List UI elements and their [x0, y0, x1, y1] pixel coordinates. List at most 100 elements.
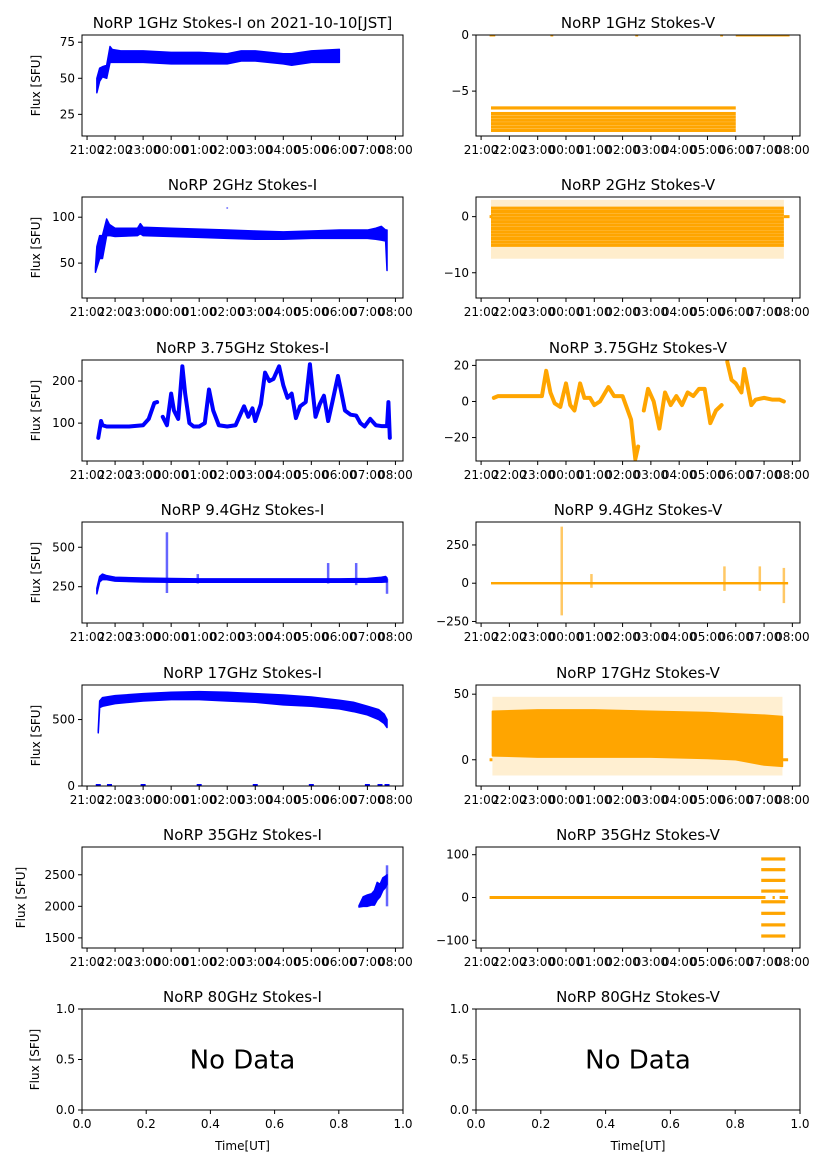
axes-frame	[475, 359, 801, 462]
x-tick-label: 00:00	[549, 143, 584, 157]
x-tick-label: 0.4	[201, 1117, 220, 1131]
x-tick-label: 04:00	[266, 630, 301, 644]
y-axis-label: Flux [SFU]	[29, 55, 43, 116]
x-tick-label: 07:00	[350, 793, 385, 807]
x-tick-label: 08:00	[775, 143, 810, 157]
x-tick-label: 21:00	[70, 468, 105, 482]
x-tick-label: 21:00	[464, 305, 499, 319]
y-tick-label: 100	[446, 848, 469, 862]
subplot-17ghz-i: NoRP 17GHz Stokes-I Flux [SFU] 0 500 21:0022…	[29, 664, 413, 807]
data-zero-segment	[735, 35, 790, 37]
x-tick-label: 22:00	[492, 143, 527, 157]
y-tick-label: 25	[60, 107, 75, 121]
x-tick-label: 22:00	[98, 793, 133, 807]
axes-frame	[81, 34, 404, 137]
data-zero-mark	[377, 784, 383, 786]
x-tick-label: 0.0	[466, 1117, 485, 1131]
x-tick-label: 00:00	[154, 468, 189, 482]
x-axis-label: Time[UT]	[610, 1139, 666, 1153]
x-tick-label: 21:00	[70, 955, 105, 969]
x-tick-label: 0.6	[661, 1117, 680, 1131]
x-tick-label: 21:00	[70, 793, 105, 807]
axes-frame	[475, 521, 801, 624]
x-tick-label: 00:00	[154, 955, 189, 969]
data-zero-segment	[779, 896, 789, 899]
data-zero-segment	[489, 758, 493, 762]
data-level	[490, 213, 784, 217]
x-tick-label: 06:00	[322, 630, 357, 644]
x-tick-label: 06:00	[718, 793, 753, 807]
axes-frame	[81, 846, 404, 949]
x-tick-label: 01:00	[577, 305, 612, 319]
y-tick-label: −250	[436, 614, 469, 628]
x-tick-label: 01:00	[577, 468, 612, 482]
x-tick-label: 23:00	[520, 955, 555, 969]
x-tick-label: 00:00	[549, 305, 584, 319]
plot-area	[358, 865, 389, 908]
y-tick-label: 250	[446, 538, 469, 552]
y-tick-label: 100	[52, 416, 75, 430]
x-tick-label: 03:00	[238, 143, 273, 157]
y-axis-label: Flux [SFU]	[14, 867, 28, 928]
subplot-title: NoRP 35GHz Stokes-I	[163, 826, 322, 844]
x-tick-label: 00:00	[549, 630, 584, 644]
x-tick-label: 03:00	[634, 793, 669, 807]
x-tick-label: 00:00	[549, 793, 584, 807]
subplot-title: NoRP 9.4GHz Stokes-I	[161, 501, 325, 519]
data-zero-mark	[308, 784, 314, 786]
data-zero-segment	[720, 35, 724, 37]
data-level	[490, 106, 736, 110]
y-tick-label: −5	[451, 84, 469, 98]
x-tick-label: 06:00	[718, 955, 753, 969]
x-tick-label: 04:00	[662, 143, 697, 157]
y-axis-label: Flux [SFU]	[29, 705, 43, 766]
x-tick-label: 03:00	[238, 305, 273, 319]
plot-area	[489, 857, 789, 938]
data-zero-segment	[489, 896, 766, 899]
y-tick-label: 0.0	[450, 1103, 469, 1117]
x-tick-label: 0.6	[265, 1117, 284, 1131]
x-tick-label: 03:00	[238, 630, 273, 644]
subplot-9.4ghz-v: NoRP 9.4GHz Stokes-V −250 0 250 21:0022:0023…	[436, 501, 810, 644]
x-tick-label: 22:00	[98, 468, 133, 482]
x-tick-label: 02:00	[210, 143, 245, 157]
x-tick-label: 08:00	[378, 468, 413, 482]
data-band	[491, 709, 784, 768]
x-tick-label: 02:00	[210, 468, 245, 482]
y-tick-label: 250	[52, 580, 75, 594]
x-tick-label: 21:00	[464, 955, 499, 969]
x-tick-label: 00:00	[549, 955, 584, 969]
x-tick-label: 07:00	[747, 630, 782, 644]
data-band	[96, 573, 388, 595]
y-tick-label: 0	[461, 576, 469, 590]
x-tick-label: 0.4	[596, 1117, 615, 1131]
data-zero-segment	[489, 35, 496, 37]
y-tick-label: 500	[52, 540, 75, 554]
x-tick-label: 03:00	[238, 955, 273, 969]
y-tick-label: −20	[444, 431, 469, 445]
y-tick-label: 0.5	[450, 1053, 469, 1067]
x-tick-label: 22:00	[492, 955, 527, 969]
x-tick-label: 23:00	[520, 305, 555, 319]
x-tick-label: 04:00	[266, 955, 301, 969]
x-tick-label: 23:00	[126, 468, 161, 482]
x-tick-label: 23:00	[520, 468, 555, 482]
y-tick-label: 75	[60, 35, 75, 49]
x-tick-label: 04:00	[662, 468, 697, 482]
x-tick-label: 05:00	[294, 143, 329, 157]
x-tick-label: 22:00	[492, 630, 527, 644]
data-level	[761, 868, 786, 872]
plot-area	[96, 532, 389, 595]
y-axis-label: Flux [SFU]	[28, 1029, 42, 1090]
x-tick-label: 02:00	[210, 955, 245, 969]
data-zero-mark	[364, 784, 370, 786]
data-level	[761, 911, 786, 915]
plot-area	[491, 360, 786, 461]
subplot-title: NoRP 80GHz Stokes-V	[556, 988, 721, 1006]
x-tick-label: 07:00	[350, 305, 385, 319]
data-level	[490, 240, 784, 244]
y-tick-label: 1500	[44, 931, 75, 945]
x-tick-label: 1.0	[790, 1117, 809, 1131]
x-tick-label: 07:00	[747, 305, 782, 319]
